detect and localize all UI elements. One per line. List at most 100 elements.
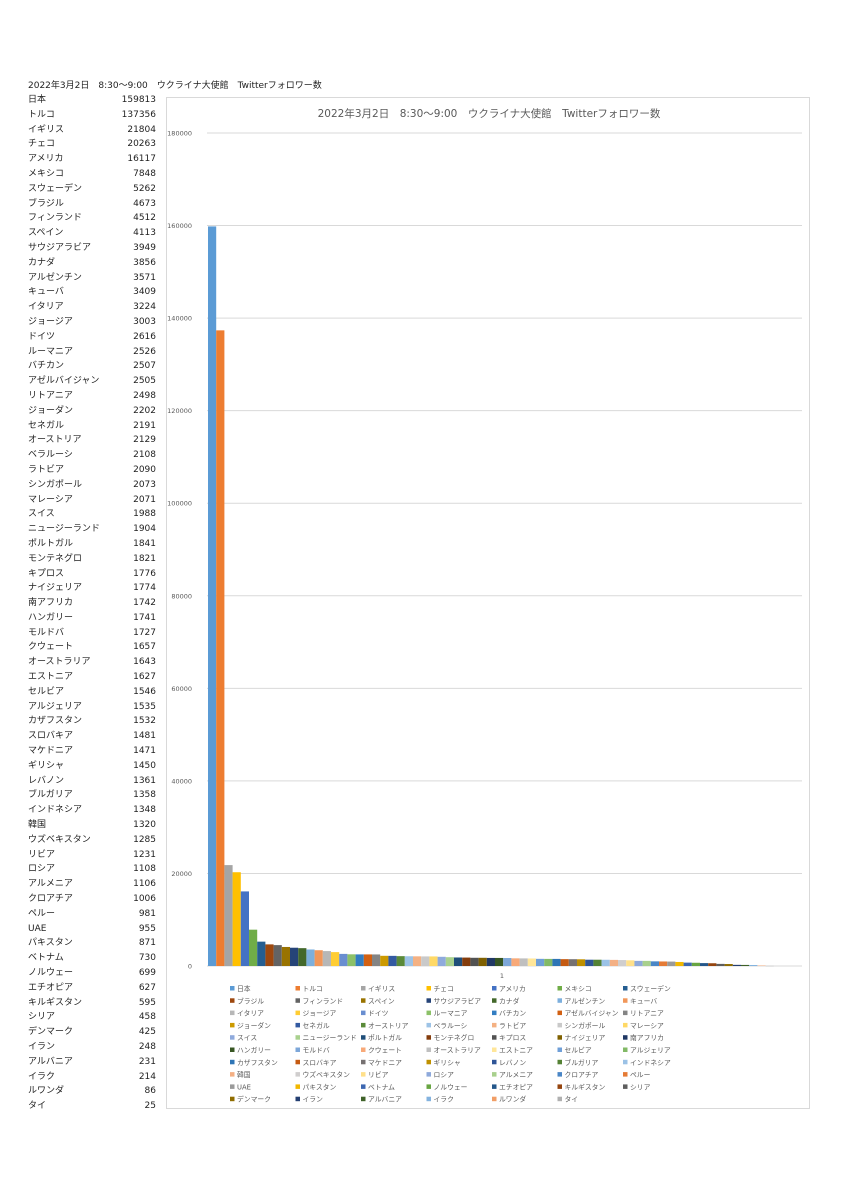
legend-swatch [361, 1084, 366, 1089]
country-name: エストニア [28, 672, 74, 683]
country-name: イラク [28, 1071, 56, 1082]
legend-label: カザフスタン [237, 1058, 278, 1067]
legend-swatch [361, 1072, 366, 1077]
follower-count: 7848 [133, 168, 156, 179]
country-name: メキシコ [28, 168, 65, 179]
legend-swatch [295, 1084, 300, 1089]
bar [240, 891, 249, 966]
bar [306, 949, 315, 966]
follower-count: 159813 [121, 95, 156, 105]
follower-count: 1006 [133, 894, 156, 905]
bar [626, 960, 635, 966]
country-name: アルメニア [28, 879, 73, 890]
country-name: パキスタン [28, 938, 73, 949]
bar [593, 959, 602, 966]
legend-swatch [623, 1010, 628, 1016]
legend-swatch [623, 998, 628, 1003]
follower-count: 2108 [133, 450, 156, 461]
legend-swatch [230, 1096, 235, 1102]
bar [568, 959, 577, 966]
country-name: ジョーダン [28, 405, 74, 416]
legend-swatch [557, 1047, 562, 1052]
legend-swatch [492, 1022, 497, 1028]
legend-label: ブルガリア [565, 1058, 599, 1067]
legend-label: イギリス [368, 985, 395, 993]
bar [585, 959, 594, 966]
bar [208, 226, 217, 966]
country-name: カナダ [28, 257, 56, 268]
legend-label: ジョージア [303, 1010, 337, 1018]
legend-swatch [623, 986, 628, 991]
follower-count: 730 [138, 953, 156, 964]
country-name: スペイン [28, 228, 64, 239]
country-name: ウズベキスタン [28, 834, 91, 845]
table-row: シリア 458 [28, 1010, 156, 1025]
follower-count: 1627 [133, 672, 156, 683]
follower-count: 20263 [127, 139, 156, 150]
country-name: モンテネグロ [28, 553, 83, 564]
legend-label: リビア [368, 1070, 389, 1079]
bar [429, 956, 438, 966]
follower-count: 231 [138, 1056, 156, 1067]
legend-swatch [426, 1035, 431, 1040]
legend-label: モンテネグロ [434, 1033, 475, 1042]
legend-swatch [295, 1096, 300, 1102]
bar [741, 964, 750, 966]
legend-swatch [426, 1059, 431, 1065]
legend-label: エチオピア [499, 1083, 533, 1091]
legend-label: イタリア [237, 1009, 264, 1018]
bar [544, 958, 553, 966]
legend-label: ポルトガル [368, 1033, 402, 1042]
follower-count: 1361 [133, 775, 156, 786]
follower-count: 214 [138, 1071, 156, 1082]
legend-label: エストニア [499, 1047, 533, 1055]
table-row: エストニア 1627 [28, 670, 156, 685]
table-row: レバノン 1361 [28, 774, 156, 789]
bar [691, 962, 700, 966]
legend-swatch [361, 998, 366, 1003]
bar [650, 961, 659, 966]
legend-label: ペルー [630, 1071, 651, 1079]
follower-count: 1727 [133, 627, 156, 638]
table-row: キプロス 1776 [28, 567, 156, 582]
bar [560, 959, 569, 966]
follower-count: 981 [138, 908, 156, 919]
follower-count: 3224 [133, 302, 156, 313]
legend-swatch [492, 1047, 497, 1052]
bar [486, 957, 495, 966]
table-row: ルワンダ 86 [28, 1084, 156, 1099]
table-row: マケドニア 1471 [28, 744, 156, 759]
country-name: ハンガリー [28, 612, 74, 623]
table-row: スイス 1988 [28, 507, 156, 522]
country-name: スロバキア [28, 731, 74, 742]
follower-count: 1841 [133, 538, 156, 549]
follower-count: 3856 [133, 257, 156, 268]
country-name: 韓国 [28, 820, 47, 831]
legend-label: フィンランド [303, 997, 344, 1005]
follower-count: 25 [144, 1101, 156, 1112]
bar [224, 865, 233, 966]
bar [396, 956, 405, 966]
bar [355, 954, 364, 966]
legend-label: トルコ [303, 985, 323, 993]
chart-container: 2022年3月2日 8:30～9:00 ウクライナ大使館 Twitterフォロワ… [166, 97, 810, 1109]
y-tick-label: 140000 [167, 315, 192, 323]
legend-label: ルーマニア [434, 1010, 468, 1018]
table-row: ナイジェリア 1774 [28, 581, 156, 596]
legend-label: インドネシア [630, 1059, 671, 1067]
country-name: ジョージア [28, 316, 73, 327]
country-name: リビア [28, 849, 56, 860]
country-name: サウジアラビア [28, 242, 92, 253]
legend-label: ニュージーランド [303, 1034, 357, 1042]
legend-label: UAE [237, 1083, 251, 1091]
x-category-label: 1 [500, 972, 504, 980]
table-row: ドイツ 2616 [28, 330, 156, 345]
follower-count: 3949 [133, 242, 156, 253]
legend-label: セネガル [303, 1021, 330, 1030]
legend-swatch [230, 1084, 235, 1089]
follower-count: 1481 [133, 731, 156, 742]
country-name: UAE [28, 923, 47, 934]
legend-swatch [623, 1022, 628, 1028]
y-tick-label: 120000 [167, 407, 192, 415]
table-row: ジョージア 3003 [28, 315, 156, 330]
